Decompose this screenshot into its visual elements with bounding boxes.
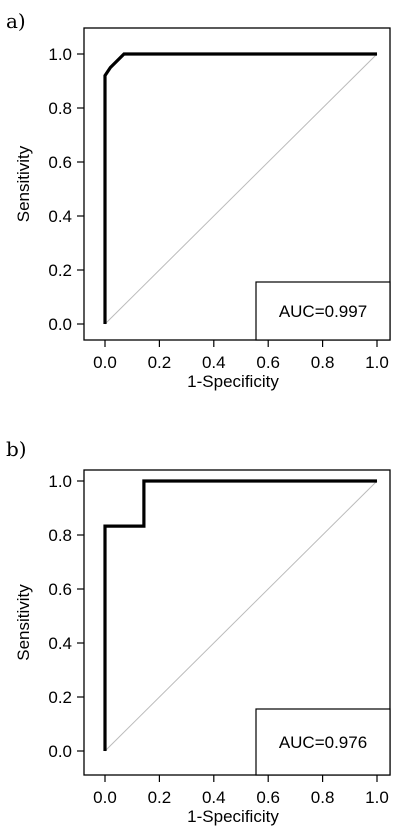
x-tick-label: 0.8 (311, 353, 335, 372)
y-tick-label: 0.6 (48, 580, 72, 599)
auc-box (255, 708, 391, 776)
roc-curve (103, 479, 377, 751)
y-tick-label: 0.8 (48, 99, 72, 118)
auc-label: AUC=0.997 (279, 302, 367, 321)
y-tick-label: 0.8 (48, 526, 72, 545)
y-tick-label: 0.4 (48, 207, 72, 226)
x-tick-label: 1.0 (365, 353, 389, 372)
panel-label: b) (6, 437, 27, 461)
roc-panel-a: a) 0.0 0.2 0.4 0.6 0.8 1.0 0.0 0.2 0.4 0.6 0.8 1.0 1-… (6, 9, 391, 391)
x-tick-label: 0.2 (148, 353, 172, 372)
auc-box (255, 281, 391, 341)
roc-panel-b: b) 0.0 0.2 0.4 0.6 0.8 1.0 0.0 0.2 0.4 0.6 0.8 1.0 1-… (6, 437, 391, 826)
y-tick-label: 1.0 (48, 472, 72, 491)
plot-frame (83, 27, 391, 341)
x-tick-label: 0.0 (93, 353, 117, 372)
y-axis-title: Sensitivity (14, 584, 33, 661)
x-tick-label: 1.0 (365, 788, 389, 807)
x-tick-label: 0.0 (93, 788, 117, 807)
x-tick-label: 0.4 (202, 353, 226, 372)
reference-diagonal (104, 480, 378, 752)
y-tick-label: 0.0 (48, 742, 72, 761)
y-tick-label: 0.6 (48, 153, 72, 172)
y-tick-label: 1.0 (48, 45, 72, 64)
panel-label: a) (6, 9, 26, 33)
x-axis-title: 1-Specificity (187, 807, 279, 826)
y-axis-title: Sensitivity (14, 145, 33, 222)
y-tick-label: 0.0 (48, 315, 72, 334)
y-tick-label: 0.2 (48, 261, 72, 280)
y-tick-label: 0.4 (48, 634, 72, 653)
auc-label: AUC=0.976 (279, 733, 367, 752)
y-tick-label: 0.2 (48, 688, 72, 707)
roc-curve (103, 52, 377, 324)
x-tick-label: 0.6 (256, 788, 280, 807)
reference-diagonal (104, 53, 378, 325)
plot-frame (83, 469, 391, 776)
x-tick-label: 0.2 (148, 788, 172, 807)
x-tick-label: 0.6 (256, 353, 280, 372)
x-axis-title: 1-Specificity (187, 372, 279, 391)
x-tick-label: 0.8 (311, 788, 335, 807)
x-tick-label: 0.4 (202, 788, 226, 807)
